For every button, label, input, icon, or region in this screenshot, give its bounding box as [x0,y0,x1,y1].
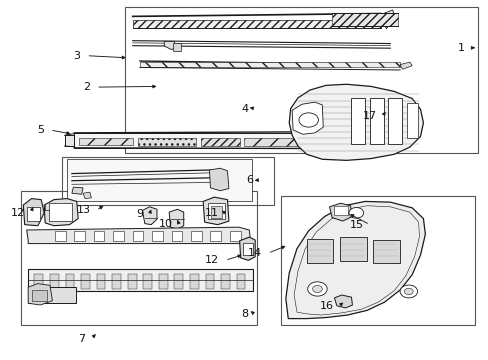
Bar [372,240,399,263]
Bar [143,274,152,289]
Bar [387,98,401,144]
Circle shape [312,285,322,293]
Bar [132,20,380,28]
Bar [74,133,326,148]
Polygon shape [23,199,44,226]
Polygon shape [83,192,91,199]
Circle shape [298,113,318,127]
Bar [221,274,229,289]
Polygon shape [203,197,228,225]
Bar [50,274,59,289]
Polygon shape [329,203,352,221]
Bar [28,269,252,292]
Text: 2: 2 [83,82,90,92]
Bar [236,274,245,289]
Text: 13: 13 [76,205,90,215]
Bar [27,207,40,221]
Bar [28,287,76,303]
Polygon shape [72,187,83,194]
Bar [205,274,214,289]
Bar [243,243,252,255]
Text: 11: 11 [205,208,219,218]
Bar [49,203,72,221]
Polygon shape [334,295,352,308]
Bar [174,274,183,289]
Text: 17: 17 [363,111,376,121]
Bar [339,237,366,261]
Polygon shape [169,209,183,229]
Bar [97,274,105,289]
Bar [351,98,365,144]
Bar [207,203,224,219]
Bar [334,206,347,215]
Text: 4: 4 [241,104,248,113]
Bar [112,274,121,289]
Text: 7: 7 [78,334,85,344]
Text: 5: 5 [37,125,44,135]
Bar [74,231,85,242]
Bar [34,274,43,289]
Bar [132,231,143,242]
Text: 10: 10 [159,219,173,229]
Bar [64,135,74,146]
Polygon shape [44,199,78,226]
Bar [127,274,136,289]
Text: 1: 1 [457,43,464,53]
Bar [369,98,383,144]
Bar [55,231,65,242]
Polygon shape [209,168,228,191]
Bar [152,231,163,242]
Bar [113,231,123,242]
Bar [281,196,474,325]
Bar [125,7,477,153]
Text: 12: 12 [11,208,25,218]
Text: 6: 6 [246,175,253,185]
Circle shape [307,282,326,296]
Bar [406,103,417,138]
Text: 15: 15 [349,220,364,230]
Bar [229,231,240,242]
Polygon shape [288,84,423,160]
Bar [210,231,221,242]
Bar [244,138,319,146]
Polygon shape [291,102,323,134]
Bar [159,274,167,289]
Circle shape [348,207,363,218]
Bar [65,274,74,289]
Polygon shape [164,41,176,50]
Bar [79,138,132,145]
Bar [211,206,222,217]
Bar [171,231,182,242]
Text: 3: 3 [74,51,81,61]
Text: 14: 14 [247,248,262,258]
Polygon shape [239,237,255,260]
Circle shape [404,288,412,295]
Bar [67,158,251,202]
Bar [81,274,90,289]
Bar [94,231,104,242]
Bar [191,231,201,242]
Text: 8: 8 [241,309,248,319]
Text: 9: 9 [137,209,143,219]
Circle shape [399,285,417,298]
Polygon shape [142,207,157,225]
Bar [331,13,397,26]
Bar [62,157,273,205]
Polygon shape [380,10,393,29]
Bar [140,62,399,67]
Bar [190,274,199,289]
Bar [172,43,181,51]
Bar [21,191,256,325]
Polygon shape [399,62,411,69]
Text: 16: 16 [319,301,333,311]
Bar [201,138,239,146]
Text: 12: 12 [204,255,219,265]
Bar [137,138,196,146]
Polygon shape [27,227,250,244]
Polygon shape [285,202,425,319]
Polygon shape [28,284,52,305]
Bar [306,239,333,263]
Bar [31,290,47,301]
